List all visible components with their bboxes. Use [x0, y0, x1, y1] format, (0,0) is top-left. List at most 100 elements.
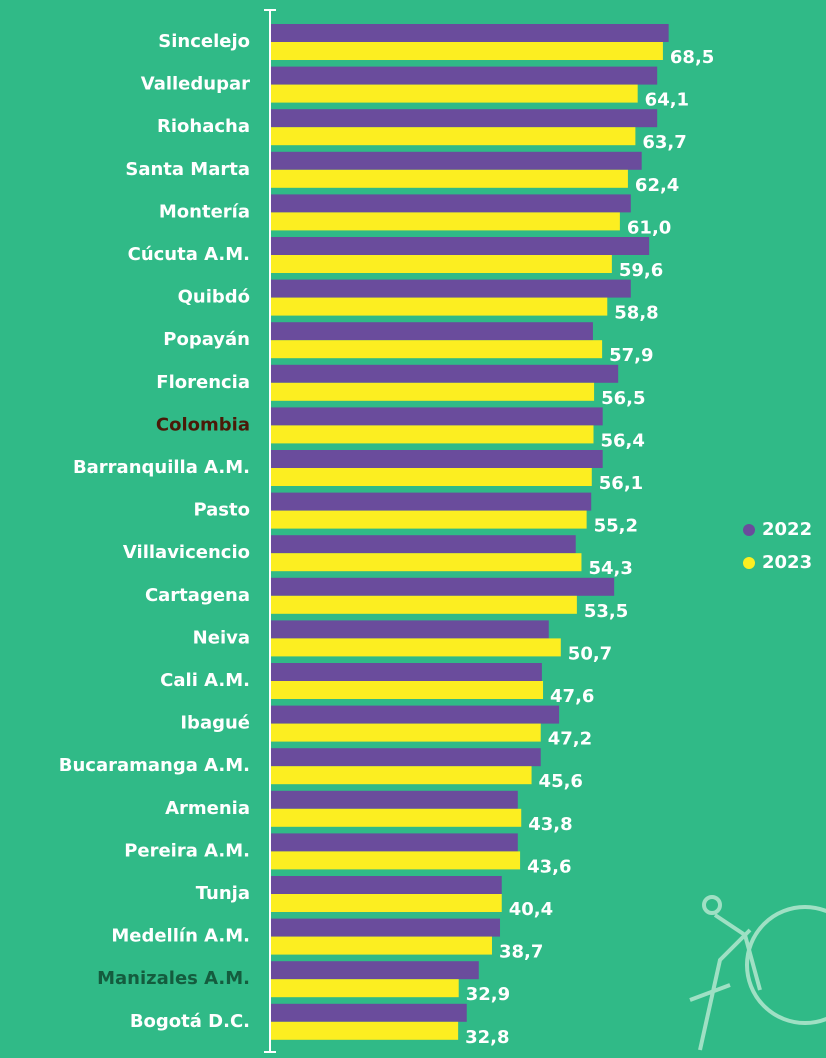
value-label: 57,9: [609, 345, 653, 366]
bar: [270, 979, 459, 997]
bar: [270, 127, 635, 145]
value-label: 38,7: [499, 942, 543, 963]
bar: [270, 620, 549, 638]
category-label: Popayán: [163, 329, 250, 350]
value-label: 56,4: [601, 430, 645, 451]
category-label: Cartagena: [145, 585, 250, 606]
bar: [270, 791, 518, 809]
bar: [270, 937, 492, 955]
category-label: Neiva: [193, 627, 250, 648]
bar: [270, 553, 581, 571]
bar: [270, 809, 521, 827]
bar: [270, 535, 576, 553]
bar: [270, 170, 628, 188]
bar: [270, 280, 631, 298]
category-label: Barranquilla A.M.: [73, 457, 250, 478]
category-label: Armenia: [165, 798, 250, 819]
bar: [270, 85, 638, 103]
bar: [270, 298, 607, 316]
bar: [270, 663, 542, 681]
value-label: 32,9: [466, 984, 510, 1005]
value-label: 56,1: [599, 473, 643, 494]
category-label: Cali A.M.: [160, 670, 250, 691]
chart: Sincelejo 68,5 Valledupar 64,1 Riohacha 63,7 S…: [0, 0, 826, 1058]
bar: [270, 255, 612, 273]
bar: [270, 766, 532, 784]
bar: [270, 365, 618, 383]
value-label: 58,8: [614, 303, 658, 324]
bar: [270, 578, 614, 596]
bar: [270, 450, 603, 468]
bar: [270, 919, 500, 937]
category-label: Florencia: [156, 372, 250, 393]
bar: [270, 681, 543, 699]
value-label: 43,6: [527, 856, 571, 877]
value-label: 47,6: [550, 686, 594, 707]
value-label: 43,8: [528, 814, 572, 835]
legend-swatch: [743, 557, 755, 569]
value-label: 68,5: [670, 47, 714, 68]
value-label: 32,8: [465, 1027, 509, 1048]
category-label: Bogotá D.C.: [130, 1011, 250, 1032]
category-label: Montería: [159, 201, 250, 222]
value-label: 56,5: [601, 388, 645, 409]
category-label: Tunja: [196, 883, 250, 904]
bar: [270, 194, 631, 212]
bar: [270, 67, 657, 85]
bar: [270, 322, 593, 340]
value-label: 53,5: [584, 601, 628, 622]
value-label: 64,1: [645, 90, 689, 111]
value-label: 54,3: [588, 558, 632, 579]
value-label: 61,0: [627, 217, 671, 238]
category-label: Santa Marta: [125, 159, 250, 180]
bar: [270, 706, 559, 724]
category-label: Manizales A.M.: [97, 968, 250, 989]
bar: [270, 833, 518, 851]
value-label: 40,4: [509, 899, 553, 920]
category-label: Cúcuta A.M.: [128, 244, 250, 265]
category-label: Villavicencio: [123, 542, 250, 563]
bar: [270, 596, 577, 614]
bar: [270, 425, 594, 443]
value-label: 47,2: [548, 729, 592, 750]
bar: [270, 42, 663, 60]
bar: [270, 1022, 458, 1040]
value-label: 62,4: [635, 175, 679, 196]
bar: [270, 212, 620, 230]
bar: [270, 24, 669, 42]
bar: [270, 1004, 467, 1022]
legend-label: 2023: [762, 552, 812, 573]
category-label: Medellín A.M.: [111, 926, 250, 947]
category-label: Riohacha: [157, 116, 250, 137]
category-label: Valledupar: [141, 74, 250, 95]
category-label: Sincelejo: [158, 31, 250, 52]
category-label: Pasto: [193, 500, 250, 521]
category-label: Quibdó: [178, 287, 250, 308]
value-label: 63,7: [642, 132, 686, 153]
bar: [270, 383, 594, 401]
bar: [270, 407, 603, 425]
category-label: Colombia: [156, 414, 250, 435]
bar: [270, 511, 587, 529]
bar: [270, 237, 649, 255]
legend-swatch: [743, 524, 755, 536]
legend-label: 2022: [762, 519, 812, 540]
category-label: Pereira A.M.: [124, 840, 250, 861]
bar: [270, 851, 520, 869]
value-label: 50,7: [568, 643, 612, 664]
bar: [270, 724, 541, 742]
bar: [270, 961, 479, 979]
bar: [270, 876, 502, 894]
bar: [270, 152, 642, 170]
category-label: Bucaramanga A.M.: [59, 755, 250, 776]
value-label: 59,6: [619, 260, 663, 281]
bar: [270, 493, 591, 511]
bar: [270, 340, 602, 358]
bar: [270, 638, 561, 656]
value-label: 45,6: [539, 771, 583, 792]
bar: [270, 109, 657, 127]
bar: [270, 894, 502, 912]
value-label: 55,2: [594, 516, 638, 537]
bar: [270, 468, 592, 486]
category-label: Ibagué: [180, 713, 250, 734]
